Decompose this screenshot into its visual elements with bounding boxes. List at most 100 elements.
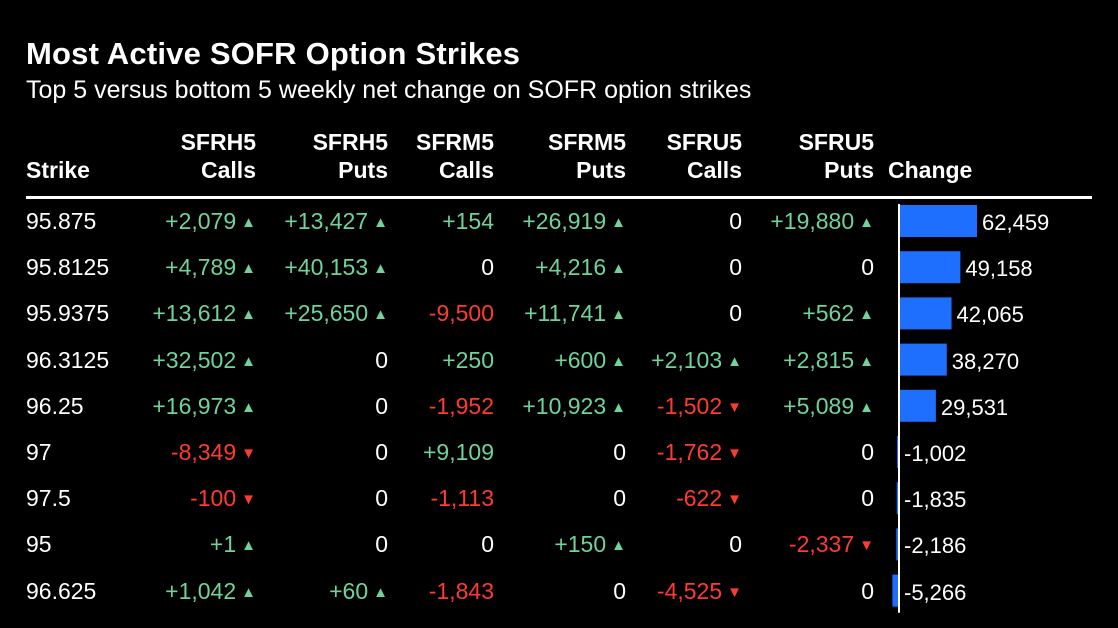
value-text: +250 (442, 346, 494, 373)
triangle-up-icon: ▲ (241, 537, 256, 555)
value-cell-h5p: 0 (375, 530, 388, 558)
value-cell-m5p: +11,741 ▲ (524, 299, 626, 329)
change-label: -5,266 (904, 579, 967, 605)
value-cell-u5c: -4,525 ▼ (657, 577, 742, 607)
value-cell-h5p: 0 (375, 392, 388, 420)
value-text: -4,525 (656, 577, 723, 604)
value-text: 0 (861, 254, 874, 281)
triangle-up-icon: ▲ (241, 214, 256, 231)
column-header-line2: Puts (576, 157, 626, 183)
value-cell-m5c: 0 (481, 253, 494, 281)
value-text: 0 (375, 485, 388, 512)
change-label: -1,835 (904, 487, 967, 513)
column-header-h5c: SFRH5 Calls (181, 128, 256, 184)
strike-cell: 96.3125 (26, 346, 110, 373)
column-header-line2: Strike (26, 157, 90, 183)
value-cell-m5c: 0 (481, 530, 494, 558)
value-cell-m5p: +4,216 ▲ (535, 253, 626, 283)
value-cell-h5c: +16,973 ▲ (152, 392, 256, 422)
value-text: 0 (729, 300, 742, 327)
column-header-m5c: SFRM5 Calls (416, 128, 494, 184)
triangle-up-icon: ▲ (373, 583, 388, 601)
column-header-line2: Puts (338, 157, 388, 183)
value-cell-u5c: -1,502 ▼ (657, 392, 742, 422)
value-cell-h5c: -100 ▼ (190, 484, 256, 514)
value-text: 0 (613, 439, 626, 465)
strike-cell: 96.25 (26, 392, 84, 419)
triangle-up-icon: ▲ (241, 260, 256, 278)
value-cell-h5p: 0 (375, 484, 388, 512)
column-header-line2: Calls (201, 157, 256, 183)
triangle-up-icon: ▲ (611, 214, 626, 231)
value-cell-m5p: +26,919 ▲ (522, 207, 626, 237)
change-bar (892, 574, 899, 607)
value-cell-u5c: 0 (729, 299, 742, 327)
triangle-up-icon: ▲ (859, 306, 874, 324)
change-label: 49,158 (965, 256, 1033, 282)
change-label: 62,459 (982, 210, 1050, 235)
value-text: +13,612 (152, 300, 237, 327)
change-bar (899, 297, 952, 330)
value-text: +2,079 (165, 208, 237, 234)
value-text: -1,502 (656, 392, 723, 419)
value-text: 0 (375, 531, 388, 558)
value-cell-u5p: +562 ▲ (802, 299, 874, 329)
column-header-line2: Calls (687, 157, 742, 183)
value-text: -1,762 (656, 439, 723, 465)
value-text: 0 (861, 577, 874, 604)
value-text: +40,153 (284, 254, 369, 281)
value-cell-h5c: +4,789 ▲ (165, 253, 256, 283)
column-header-line2: Change (888, 157, 973, 183)
value-text: 0 (861, 485, 874, 512)
value-cell-h5p: +40,153 ▲ (284, 253, 388, 283)
value-cell-m5c: -9,500 (429, 299, 494, 327)
value-cell-u5p: 0 (861, 577, 874, 605)
value-cell-m5c: -1,952 (429, 392, 494, 420)
change-bar (896, 528, 899, 561)
column-header-change: Change (888, 128, 972, 184)
value-cell-h5p: +60 ▲ (329, 577, 388, 607)
value-cell-u5p: -2,337 ▼ (789, 530, 874, 560)
triangle-up-icon: ▲ (611, 260, 626, 278)
value-text: 0 (729, 531, 742, 558)
column-header-u5p: SFRU5 Puts (799, 128, 874, 184)
value-cell-m5p: +600 ▲ (554, 346, 626, 376)
triangle-up-icon: ▲ (241, 306, 256, 324)
triangle-down-icon: ▼ (859, 537, 874, 555)
column-header-line2: Calls (439, 157, 494, 183)
change-label: 38,270 (951, 348, 1020, 374)
triangle-up-icon: ▲ (727, 352, 742, 370)
triangle-down-icon: ▼ (727, 491, 742, 509)
value-text: +32,502 (152, 346, 237, 373)
chart-subtitle: Top 5 versus bottom 5 weekly net change … (26, 76, 752, 104)
value-text: +562 (802, 300, 855, 327)
value-text: +16,973 (152, 392, 237, 419)
value-text: +60 (329, 577, 369, 604)
value-cell-m5p: +150 ▲ (554, 530, 626, 560)
value-text: +26,919 (522, 208, 607, 234)
triangle-down-icon: ▼ (241, 445, 256, 462)
value-text: +600 (554, 346, 607, 373)
value-cell-u5p: 0 (861, 484, 874, 512)
column-header-h5p: SFRH5 Puts (313, 128, 388, 184)
value-text: -1,843 (428, 577, 494, 604)
change-label: -2,186 (904, 533, 967, 559)
value-cell-u5p: 0 (861, 253, 874, 281)
value-text: -1,952 (428, 392, 494, 419)
value-text: +2,815 (783, 346, 855, 373)
value-text: +10,923 (522, 392, 607, 419)
value-text: +13,427 (284, 208, 369, 234)
column-header-u5c: SFRU5 Calls (667, 128, 742, 184)
value-cell-u5c: 0 (729, 253, 742, 281)
value-cell-m5p: +10,923 ▲ (522, 392, 626, 422)
change-bar (896, 482, 899, 515)
value-text: -9,500 (428, 300, 494, 327)
triangle-up-icon: ▲ (859, 214, 874, 231)
value-text: +2,103 (651, 346, 723, 373)
value-cell-m5c: -1,113 (430, 484, 494, 512)
value-cell-m5p: 0 (613, 438, 626, 466)
triangle-up-icon: ▲ (241, 583, 256, 601)
change-label: 29,531 (940, 394, 1009, 420)
column-header-line2: Puts (824, 157, 874, 183)
value-cell-m5p: 0 (613, 577, 626, 605)
